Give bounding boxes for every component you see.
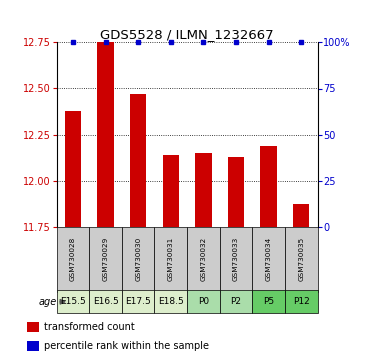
Bar	[57, 227, 89, 292]
Text: E15.5: E15.5	[60, 297, 86, 306]
Bar	[187, 290, 220, 313]
Title: GDS5528 / ILMN_1232667: GDS5528 / ILMN_1232667	[100, 28, 274, 41]
Text: P2: P2	[230, 297, 242, 306]
Bar	[122, 290, 154, 313]
Bar	[293, 205, 310, 227]
Bar	[285, 290, 318, 313]
Bar	[154, 290, 187, 313]
Bar	[130, 94, 146, 227]
Bar	[252, 290, 285, 313]
Bar	[162, 155, 179, 227]
Bar	[97, 42, 114, 227]
Bar	[195, 153, 212, 227]
Text: transformed count: transformed count	[44, 322, 135, 332]
Bar	[65, 110, 81, 227]
Bar	[89, 227, 122, 292]
Text: GSM730029: GSM730029	[103, 237, 108, 281]
Bar	[285, 227, 318, 292]
Text: P12: P12	[293, 297, 310, 306]
Text: E18.5: E18.5	[158, 297, 184, 306]
Text: percentile rank within the sample: percentile rank within the sample	[44, 341, 209, 351]
Text: P0: P0	[198, 297, 209, 306]
Text: GSM730031: GSM730031	[168, 237, 174, 281]
Bar	[122, 227, 154, 292]
Bar	[228, 156, 244, 227]
Bar	[57, 290, 89, 313]
Bar	[89, 290, 122, 313]
Bar	[220, 290, 252, 313]
Text: E16.5: E16.5	[93, 297, 118, 306]
Text: GSM730034: GSM730034	[266, 237, 272, 281]
Bar	[187, 227, 220, 292]
Bar	[27, 322, 39, 332]
Text: GSM730033: GSM730033	[233, 237, 239, 281]
Bar	[27, 341, 39, 351]
Bar	[220, 227, 252, 292]
Text: GSM730035: GSM730035	[298, 237, 304, 281]
Bar	[154, 227, 187, 292]
Text: E17.5: E17.5	[125, 297, 151, 306]
Text: GSM730030: GSM730030	[135, 237, 141, 281]
Text: age: age	[38, 297, 57, 307]
Bar	[252, 227, 285, 292]
Text: P5: P5	[263, 297, 274, 306]
Text: GSM730028: GSM730028	[70, 237, 76, 281]
Text: GSM730032: GSM730032	[200, 237, 206, 281]
Bar	[261, 145, 277, 227]
